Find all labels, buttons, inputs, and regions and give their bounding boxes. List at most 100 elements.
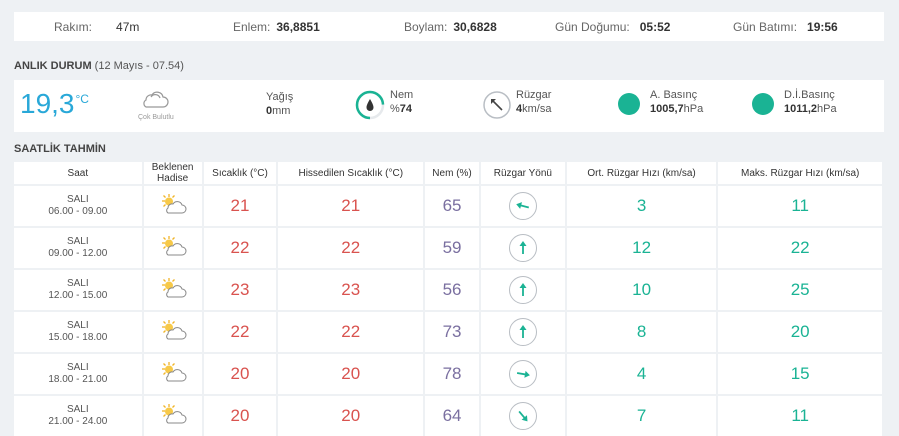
cell-ort-ruzgar: 3 — [566, 186, 717, 226]
cell-saat: SALI 21.00 - 24.00 — [14, 396, 142, 436]
ruzgar-label: Rüzgar — [516, 89, 552, 101]
yagis-value: 0 — [266, 105, 273, 117]
row-time: 15.00 - 18.00 — [48, 332, 108, 343]
cell-hadise — [143, 186, 202, 226]
table-row: SALI 15.00 - 18.00 22 22 73 8 20 — [14, 312, 882, 352]
cell-maks-ruzgar: 25 — [718, 270, 882, 310]
gun-batimi-value: 19:56 — [807, 19, 838, 34]
gun-dogumu-label: Gün Doğumu: — [555, 19, 630, 34]
wind-direction-icon — [508, 360, 537, 388]
pressure-dot-icon — [618, 93, 640, 115]
partly-cloudy-icon — [161, 193, 187, 213]
nem-prefix: % — [390, 103, 400, 115]
a-basinc-value-wrap: 1005,7hPa — [650, 103, 703, 115]
nem-label: Nem — [390, 89, 414, 101]
cell-ort-ruzgar: 4 — [566, 354, 717, 394]
cell-hadise — [143, 312, 202, 352]
current-conditions-panel: 19,3°C Çok Bulutlu Yağış 0mm Nem %74 Rüz… — [14, 80, 884, 132]
cell-maks-ruzgar: 22 — [718, 228, 882, 268]
row-day: SALI — [66, 320, 89, 331]
cell-ruzgar-yonu — [480, 186, 565, 226]
wind-direction-icon — [508, 234, 537, 262]
cell-sicaklik: 20 — [203, 354, 277, 394]
wind-direction-icon — [508, 402, 537, 430]
partly-cloudy-icon — [161, 361, 187, 381]
partly-cloudy-icon — [161, 403, 187, 423]
header-maks-ruzgar: Maks. Rüzgar Hızı (km/sa) — [718, 162, 882, 184]
condition-text: Çok Bulutlu — [138, 114, 174, 121]
row-day: SALI — [66, 278, 89, 289]
gun-dogumu-value: 05:52 — [639, 19, 671, 34]
cell-nem: 78 — [425, 354, 479, 394]
saatlik-tahmin-title: SAATLİK TAHMİN — [14, 143, 106, 155]
boylam-value: 30,6828 — [453, 19, 497, 34]
cell-nem: 56 — [425, 270, 479, 310]
a-basinc-label: A. Basınç — [650, 89, 698, 101]
wind-direction-icon — [508, 192, 537, 220]
header-beklenen-line2: Hadise — [157, 173, 189, 184]
cell-sicaklik: 20 — [203, 396, 277, 436]
cell-nem: 73 — [425, 312, 479, 352]
nem-value: 74 — [399, 103, 413, 115]
a-basinc-value: 1005,7 — [650, 103, 684, 115]
ruzgar-value: 4 — [516, 103, 523, 115]
cell-maks-ruzgar: 15 — [718, 354, 882, 394]
cell-ruzgar-yonu — [480, 354, 565, 394]
cell-maks-ruzgar: 11 — [718, 186, 882, 226]
temp-unit: °C — [75, 92, 89, 106]
row-time: 12.00 - 15.00 — [48, 290, 108, 301]
cell-nem: 64 — [425, 396, 479, 436]
boylam-label: Boylam: — [404, 19, 448, 34]
yagis-value-wrap: 0mm — [266, 105, 290, 117]
header-saat: Saat — [14, 162, 142, 184]
row-day: SALI — [66, 236, 89, 247]
cell-hadise — [143, 354, 202, 394]
header-sicaklik: Sıcaklık (°C) — [203, 162, 277, 184]
cell-hissedilen: 20 — [278, 354, 424, 394]
partly-cloudy-icon — [161, 235, 187, 255]
cell-saat: SALI 18.00 - 21.00 — [14, 354, 142, 394]
cell-sicaklik: 23 — [203, 270, 277, 310]
ruzgar-unit: km/sa — [522, 103, 552, 115]
cell-ort-ruzgar: 7 — [566, 396, 717, 436]
cell-ruzgar-yonu — [480, 396, 565, 436]
cell-hissedilen: 22 — [278, 312, 424, 352]
hourly-forecast-table: Saat Beklenen Hadise Sıcaklık (°C) Hissed… — [14, 160, 884, 436]
header-ort-ruzgar: Ort. Rüzgar Hızı (km/sa) — [566, 162, 717, 184]
yagis-label: Yağış — [266, 91, 294, 103]
cell-nem: 59 — [425, 228, 479, 268]
row-time: 18.00 - 21.00 — [48, 374, 108, 385]
cell-hadise — [143, 228, 202, 268]
row-day: SALI — [66, 404, 89, 415]
header-nem: Nem (%) — [425, 162, 479, 184]
wind-direction-icon — [483, 91, 511, 119]
cell-nem: 65 — [425, 186, 479, 226]
cell-hadise — [143, 270, 202, 310]
temp-value: 19,3 — [20, 88, 75, 119]
a-basinc-unit: hPa — [683, 103, 704, 115]
di-pressure-dot-icon — [752, 93, 774, 115]
cell-maks-ruzgar: 20 — [718, 312, 882, 352]
cell-saat: SALI 06.00 - 09.00 — [14, 186, 142, 226]
boylam-info: Boylam: 30,6828 — [404, 20, 497, 34]
table-header-row: Saat Beklenen Hadise Sıcaklık (°C) Hissed… — [14, 162, 882, 184]
table-row: SALI 09.00 - 12.00 22 22 59 12 22 — [14, 228, 882, 268]
anlik-durum-heading: ANLIK DURUM — [14, 60, 92, 72]
di-basinc-value-wrap: 1011,2hPa — [784, 103, 837, 115]
cell-saat: SALI 15.00 - 18.00 — [14, 312, 142, 352]
header-beklenen-line1: Beklenen — [151, 162, 194, 173]
anlik-durum-date: (12 Mayıs - 07.54) — [94, 60, 184, 72]
rakim-value: 47m — [116, 19, 140, 34]
cell-saat: SALI 09.00 - 12.00 — [14, 228, 142, 268]
wind-direction-icon — [508, 276, 537, 304]
table-row: SALI 18.00 - 21.00 20 20 78 4 15 — [14, 354, 882, 394]
cell-hadise — [143, 396, 202, 436]
rakim-info: Rakım: 47m — [54, 20, 139, 34]
gun-dogumu-info: Gün Doğumu: 05:52 — [555, 20, 670, 34]
enlem-info: Enlem: 36,8851 — [233, 20, 320, 34]
cell-ort-ruzgar: 12 — [566, 228, 717, 268]
header-beklenen-hadise: Beklenen Hadise — [143, 162, 202, 184]
header-hissedilen: Hissedilen Sıcaklık (°C) — [278, 162, 424, 184]
row-day: SALI — [66, 362, 89, 373]
row-time: 21.00 - 24.00 — [48, 416, 108, 427]
